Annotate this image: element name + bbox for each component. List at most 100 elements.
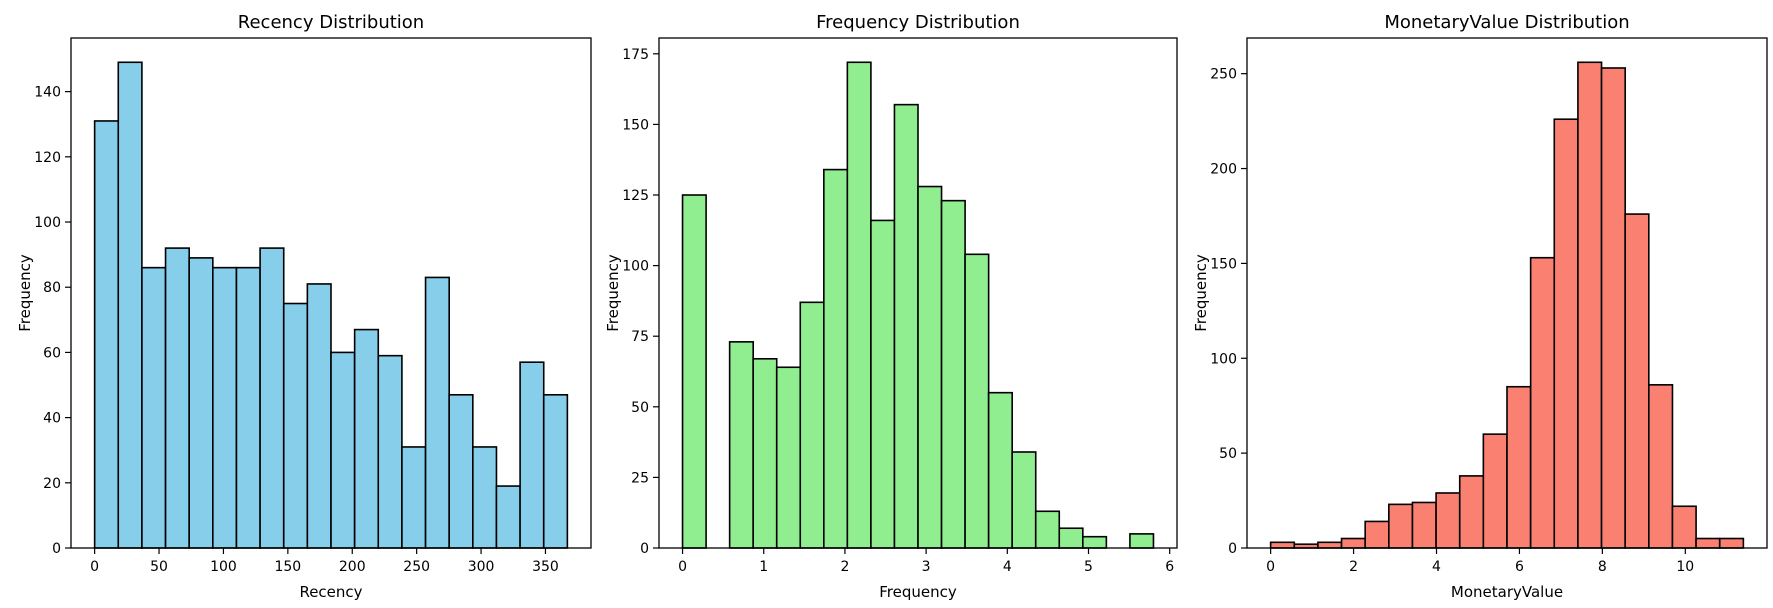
y-tick-label: 150 [1210,256,1237,272]
x-tick-label: 0 [90,559,99,575]
histogram-bar [542,393,569,549]
histogram-bar [1340,537,1366,549]
x-tick-label: 4 [1003,559,1012,575]
histogram-bar [1058,527,1084,549]
x-tick-label: 350 [532,559,559,575]
histogram-bar [1129,533,1155,549]
histogram-bar [987,391,1013,549]
histogram-bar [752,357,778,549]
histogram-bar [330,351,356,549]
histogram-bar [846,61,872,549]
histogram-bar [1034,510,1061,549]
y-axis-label: Frequency [604,254,622,332]
bar-group [93,61,569,549]
histogram-bar [940,199,966,549]
y-tick-label: 0 [52,541,61,557]
frequency-histogram-panel: Frequency Distribution 0 1 2 3 4 5 6 0 25 50 75 10… [604,12,1178,601]
chart-title: MonetaryValue Distribution [1384,12,1629,33]
x-tick-label: 50 [150,559,168,575]
histogram-bar [306,283,332,549]
histogram-bar [259,247,285,549]
x-tick-label: 8 [1598,559,1607,575]
y-tick-label: 20 [43,476,61,492]
histogram-bar [235,266,261,549]
x-tick-label: 200 [339,559,366,575]
chart-title: Recency Distribution [238,12,424,33]
histogram-bar [401,446,427,549]
histogram-bar [1624,213,1650,549]
y-tick-label: 40 [43,411,61,427]
histogram-bar [1529,256,1556,549]
y-tick-label: 0 [640,541,649,557]
histogram-bar [141,266,167,549]
histogram-bar [282,302,309,549]
x-tick-label: 1 [759,559,768,575]
y-axis-label: Frequency [1192,254,1210,332]
histogram-bar [1317,541,1343,549]
plot-frame [1246,37,1768,549]
x-tick-label: 2 [1349,559,1358,575]
histogram-bar [1577,61,1603,549]
histogram-bar [1695,537,1721,549]
histogram-bar [870,219,896,549]
plot-frame [70,37,592,549]
histogram-bar [1388,503,1414,549]
y-tick-label: 75 [631,329,649,345]
x-axis-ticks: 0 1 2 3 4 5 6 [678,548,1174,575]
histogram-bar [472,446,498,549]
histogram-bar [1671,505,1697,549]
histogram-bar [1718,537,1745,549]
histogram-bar [353,328,380,549]
x-tick-label: 250 [403,559,430,575]
histogram-bar [424,276,450,549]
x-tick-label: 4 [1432,559,1441,575]
y-tick-label: 50 [631,400,649,416]
bar-group [681,61,1155,549]
x-tick-label: 5 [1084,559,1093,575]
y-tick-label: 175 [622,47,649,63]
y-tick-label: 25 [631,470,649,486]
histogram-bar [1011,451,1037,549]
x-tick-label: 0 [678,559,687,575]
y-tick-label: 100 [622,259,649,275]
y-tick-label: 100 [34,215,61,231]
histogram-bar [93,120,120,549]
x-axis-ticks: 0 50 100 150 200 250 300 350 [90,548,559,575]
x-tick-label: 6 [1515,559,1524,575]
x-tick-label: 0 [1266,559,1275,575]
x-tick-label: 3 [922,559,931,575]
x-tick-label: 100 [210,559,237,575]
histogram-bar [1600,67,1626,549]
x-axis-label: Frequency [879,583,957,601]
y-tick-label: 125 [622,188,649,204]
x-tick-label: 2 [840,559,849,575]
histogram-bar [1435,492,1461,549]
histogram-bar [377,354,403,549]
y-tick-label: 100 [1210,351,1237,367]
y-tick-label: 0 [1228,541,1237,557]
histogram-bar [117,61,143,549]
y-tick-label: 60 [43,345,61,361]
y-tick-label: 140 [34,85,61,101]
histogram-bar [1553,118,1579,549]
y-axis-label: Frequency [16,254,34,332]
y-axis-ticks: 0 20 40 60 80 100 120 140 [34,85,71,557]
y-tick-label: 80 [43,280,61,296]
histogram-bar [188,257,214,549]
histogram-bar [1082,535,1108,549]
x-tick-label: 150 [274,559,301,575]
y-axis-ticks: 0 25 50 75 100 125 150 175 [622,47,659,557]
y-tick-label: 250 [1210,67,1237,83]
histogram-bar [775,366,802,549]
histogram-bar [164,247,190,549]
histogram-bar [1269,541,1296,549]
histogram-bar [893,103,919,549]
histogram-bar [212,266,238,549]
histogram-bar [1506,385,1532,549]
x-axis-label: MonetaryValue [1451,583,1563,601]
monetary-histogram-panel: MonetaryValue Distribution 0 2 4 6 8 10 0 50 10… [1192,12,1768,601]
bar-group [1269,61,1745,549]
plot-frame [658,37,1178,549]
histogram-bar [799,301,825,549]
histogram-bar [1364,520,1390,549]
